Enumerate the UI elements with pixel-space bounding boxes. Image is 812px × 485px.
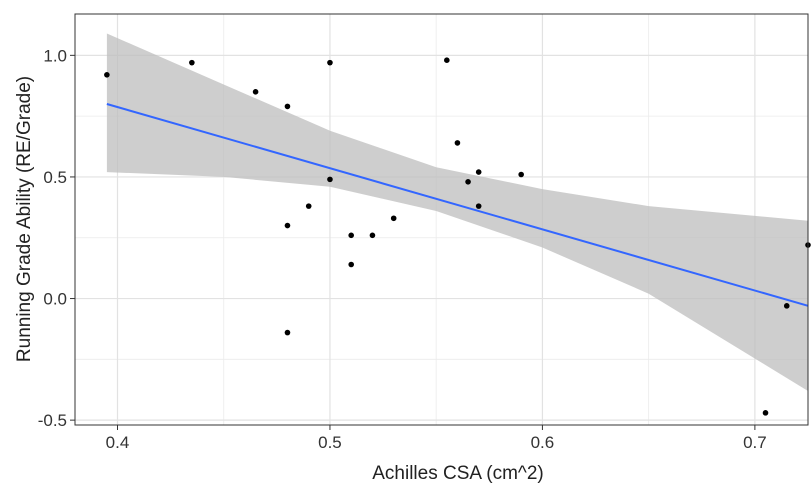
data-point [327, 177, 333, 183]
data-point [285, 104, 291, 110]
x-axis-title: Achilles CSA (cm^2) [372, 463, 544, 484]
data-point [189, 60, 195, 66]
data-point [476, 169, 482, 175]
data-point [253, 89, 259, 95]
data-point [476, 203, 482, 209]
x-tick-label: 0.7 [743, 433, 767, 452]
data-point [391, 215, 397, 221]
y-tick-label: 1.0 [43, 46, 67, 65]
data-point [285, 330, 291, 336]
y-tick-label: -0.5 [38, 411, 67, 430]
y-tick-label: 0.5 [43, 168, 67, 187]
data-point [518, 172, 524, 178]
data-point [784, 303, 790, 309]
data-point [370, 233, 376, 239]
data-point [348, 233, 354, 239]
data-point [285, 223, 291, 229]
data-point [104, 72, 110, 78]
y-axis-title: Running Grade Ability (RE/Grade) [14, 76, 35, 362]
data-point [763, 410, 769, 416]
data-point [348, 262, 354, 268]
x-tick-label: 0.6 [531, 433, 555, 452]
x-tick-label: 0.4 [106, 433, 130, 452]
data-point [306, 203, 312, 209]
data-point [455, 140, 461, 146]
data-point [327, 60, 333, 66]
y-tick-label: 0.0 [43, 290, 67, 309]
data-point [444, 57, 450, 63]
x-tick-label: 0.5 [318, 433, 342, 452]
data-point [465, 179, 471, 185]
